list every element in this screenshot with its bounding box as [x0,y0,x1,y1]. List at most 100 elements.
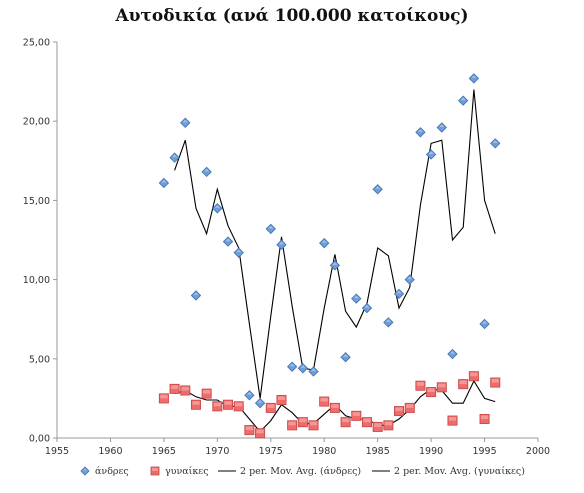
point-gynaikes-highlight [395,407,403,412]
point-andres-shape [479,318,490,330]
point-andres-highlight [193,292,199,295]
point-gynaikes-highlight [448,416,457,421]
point-andres-highlight [214,205,220,208]
point-andres-shape [286,361,298,372]
point-andres-shape [212,203,223,214]
point-andres-shape [180,117,191,128]
x-tick-label: 1965 [152,446,176,457]
point-gynaikes-highlight [160,394,168,399]
point-andres-shape [329,260,341,271]
point-gynaikes-highlight [320,397,328,402]
point-gynaikes [308,420,319,431]
point-gynaikes [415,380,426,391]
point-gynaikes [468,371,479,382]
point-andres-highlight [300,365,306,368]
point-gynaikes [276,394,287,405]
point-andres-highlight [171,154,178,158]
point-gynaikes-highlight [224,401,232,405]
legend-square-swatch [150,466,160,476]
point-andres-highlight [375,186,381,189]
x-tick-label: 1980 [312,446,336,457]
legend-label: γυναίκες [165,466,209,477]
point-gynaikes [436,382,447,393]
point-andres-shape [254,397,266,409]
point-andres [319,238,330,249]
point-andres [404,274,415,285]
point-andres-highlight [236,249,242,253]
point-gynaikes-shape [190,399,201,410]
point-gynaikes [201,388,212,399]
x-tick-label: 1960 [98,446,122,457]
point-gynaikes-shape [340,417,351,428]
point-gynaikes-highlight [459,380,467,385]
point-gynaikes-shape [201,388,212,399]
point-gynaikes-highlight [277,396,286,400]
point-gynaikes-highlight [416,382,425,386]
point-andres-highlight [396,290,402,294]
point-andres [276,239,287,250]
point-gynaikes-highlight [491,378,499,383]
point-gynaikes-shape [458,379,469,390]
point-andres [308,366,319,377]
point-gynaikes [394,406,405,417]
point-gynaikes-highlight [374,423,382,427]
point-andres [490,138,501,149]
point-gynaikes [255,428,266,439]
point-andres-shape [222,236,234,247]
point-gynaikes-shape [287,420,298,431]
point-gynaikes-highlight [331,404,339,408]
point-andres-shape [383,317,394,328]
legend-label: άνδρες [95,466,129,477]
point-gynaikes [158,393,169,404]
point-gynaikes-shape [329,402,340,413]
point-gynaikes-highlight [170,385,179,389]
x-tick-label: 1990 [419,446,443,457]
point-andres [329,260,341,271]
point-andres-shape [340,352,351,363]
point-andres-shape [244,390,255,401]
moving-average-line-1 [174,89,496,399]
legend-label: 2 per. Mov. Avg. (άνδρες) [240,466,361,477]
point-andres-highlight [417,129,424,132]
point-gynaikes [319,396,330,407]
point-gynaikes [223,399,234,410]
point-gynaikes [169,383,180,394]
point-andres [425,149,437,160]
point-gynaikes [287,420,298,431]
point-andres [393,288,405,300]
point-gynaikes-shape [490,377,501,388]
point-gynaikes-shape [319,396,330,407]
point-andres-highlight [364,305,370,308]
point-andres-highlight [353,295,359,299]
point-gynaikes-shape [244,425,255,436]
point-andres-shape [319,238,330,249]
point-andres-shape [351,293,362,304]
x-tick-label: 1985 [366,446,390,457]
point-gynaikes [361,417,372,428]
point-andres-highlight [257,400,263,403]
point-gynaikes-shape [415,380,426,391]
point-gynaikes-shape [169,383,180,394]
point-gynaikes-highlight [256,429,264,434]
point-gynaikes-highlight [309,421,318,426]
point-andres [158,177,170,189]
point-andres-highlight [246,392,252,395]
point-gynaikes-shape [233,401,244,412]
x-tick-label: 1975 [259,446,283,457]
point-gynaikes-shape [394,406,405,417]
point-andres [458,95,469,106]
point-andres-highlight [428,151,434,154]
point-gynaikes-highlight [235,402,243,407]
point-andres [212,203,223,214]
point-andres [479,318,490,330]
point-gynaikes-shape [180,385,191,396]
point-andres-shape [190,290,202,301]
point-andres [297,363,309,374]
point-andres [383,317,394,328]
point-andres [340,352,351,363]
point-andres [233,247,244,258]
point-andres-highlight [460,97,466,101]
point-gynaikes [329,402,340,413]
point-gynaikes-highlight [245,426,253,431]
legend-square-swatch-highlight [152,468,158,471]
